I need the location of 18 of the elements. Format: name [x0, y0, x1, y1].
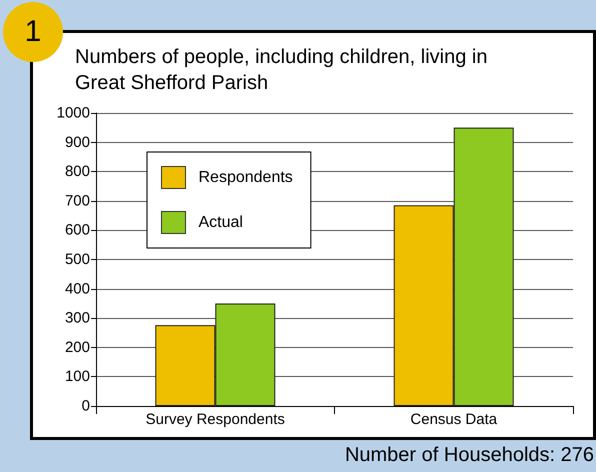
chart-title: Numbers of people, including children, living in Great Shefford Parish [75, 46, 494, 94]
y-tick-label: 600 [64, 222, 90, 239]
legend-label: Respondents [198, 169, 293, 186]
x-tick-label: Census Data [410, 411, 498, 428]
y-tick-label: 1000 [56, 104, 90, 122]
y-tick-label: 800 [64, 163, 90, 180]
y-tick-label: 0 [82, 398, 90, 414]
legend-label: Actual [198, 214, 243, 231]
y-tick-label: 300 [64, 310, 90, 327]
y-tick-label: 200 [64, 338, 90, 356]
x-tick-label: Survey Respondents [146, 411, 285, 428]
y-tick-label: 400 [64, 280, 90, 298]
y-tick-label: 100 [64, 368, 90, 386]
badge-circle: 1 [3, 2, 63, 62]
y-tick-label: 700 [64, 192, 90, 210]
text: Number of Households: 276 [344, 444, 594, 467]
y-tick-label: 900 [64, 134, 90, 151]
y-tick-label: 500 [64, 251, 90, 268]
